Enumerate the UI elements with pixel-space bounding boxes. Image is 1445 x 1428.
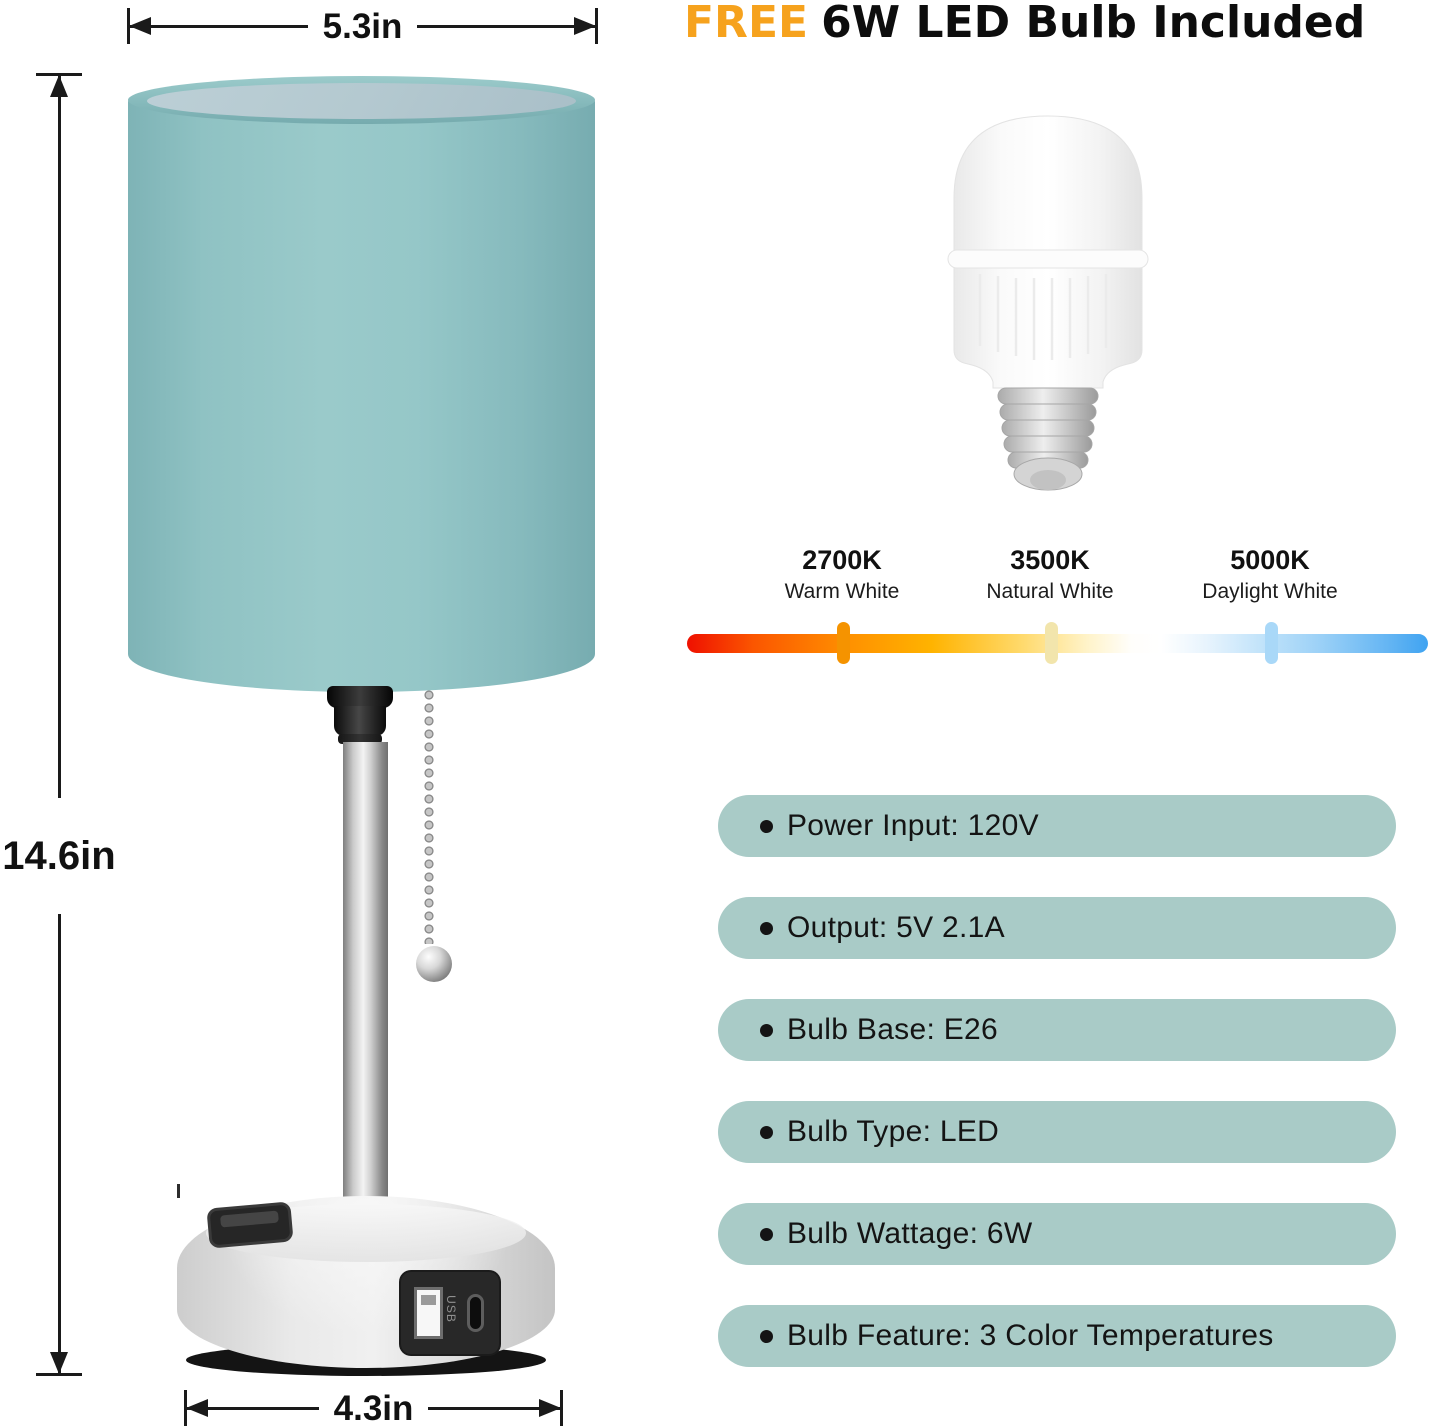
usb-a-pin bbox=[421, 1295, 436, 1305]
lamp-height-label: 14.6in bbox=[2, 833, 116, 878]
power-switch-rocker bbox=[220, 1210, 279, 1228]
lamp-pole bbox=[343, 742, 388, 1226]
temp-stop-daylight: 5000K Daylight White bbox=[1202, 545, 1338, 603]
bullet-icon bbox=[760, 921, 773, 935]
spec-label: Output: 5V 2.1A bbox=[787, 911, 1005, 944]
daylight-tick-marker bbox=[1265, 622, 1278, 664]
dimension-arrow-line bbox=[417, 24, 596, 28]
usb-a-port bbox=[414, 1287, 443, 1339]
temp-name: Natural White bbox=[986, 580, 1114, 603]
dimension-arrow-line bbox=[57, 914, 61, 1373]
spec-list: Power Input: 120V Output: 5V 2.1A Bulb B… bbox=[718, 795, 1396, 1367]
spec-pill-bulb-type: Bulb Type: LED bbox=[718, 1101, 1396, 1163]
dimension-tick bbox=[560, 1390, 564, 1426]
bullet-icon bbox=[760, 1023, 773, 1037]
temp-kelvin: 3500K bbox=[1010, 545, 1090, 575]
usb-panel: USB bbox=[401, 1272, 499, 1354]
temp-name: Warm White bbox=[784, 580, 900, 603]
bullet-icon bbox=[760, 1125, 773, 1139]
spec-pill-output: Output: 5V 2.1A bbox=[718, 897, 1396, 959]
spec-pill-bulb-base: Bulb Base: E26 bbox=[718, 999, 1396, 1061]
temp-kelvin: 2700K bbox=[802, 545, 882, 575]
spec-pill-bulb-wattage: Bulb Wattage: 6W bbox=[718, 1203, 1396, 1265]
natural-tick-marker bbox=[1045, 622, 1058, 664]
dimension-base-width: 4.3in bbox=[184, 1388, 564, 1428]
spec-label: Bulb Wattage: 6W bbox=[787, 1217, 1033, 1250]
lamp-shade-top-surface bbox=[147, 83, 576, 119]
lamp-socket-cap bbox=[334, 706, 386, 736]
spec-label: Bulb Type: LED bbox=[787, 1115, 1000, 1148]
dimension-arrow-line bbox=[130, 24, 308, 28]
headline: FREE 6W LED Bulb Included bbox=[684, 0, 1365, 48]
power-switch bbox=[206, 1201, 294, 1249]
base-width-label: 4.3in bbox=[333, 1388, 414, 1428]
headline-highlight: FREE bbox=[684, 0, 809, 48]
dimension-arrow-line bbox=[57, 76, 61, 798]
temp-stop-natural: 3500K Natural White bbox=[986, 545, 1114, 603]
bullet-icon bbox=[760, 1227, 773, 1241]
lamp-socket bbox=[327, 686, 393, 708]
usb-c-port bbox=[467, 1294, 484, 1332]
dimension-tick bbox=[595, 8, 599, 44]
bullet-icon bbox=[760, 1329, 773, 1343]
pull-chain-ball bbox=[416, 946, 452, 982]
bullet-icon bbox=[760, 819, 773, 833]
dimension-shade-width: 5.3in bbox=[127, 6, 599, 46]
spec-label: Bulb Feature: 3 Color Temperatures bbox=[787, 1319, 1274, 1352]
warm-tick-marker bbox=[837, 622, 850, 664]
temp-kelvin: 5000K bbox=[1230, 545, 1310, 575]
lamp-socket-neck bbox=[338, 734, 382, 744]
dimension-arrow-line bbox=[428, 1406, 561, 1410]
led-bulb-image bbox=[947, 115, 1149, 491]
shade-width-label: 5.3in bbox=[322, 6, 403, 46]
usb-port-label: USB bbox=[443, 1295, 458, 1323]
spec-label: Bulb Base: E26 bbox=[787, 1013, 999, 1046]
dimension-arrow-line bbox=[187, 1406, 319, 1410]
pull-chain bbox=[424, 690, 434, 944]
temp-stop-warm: 2700K Warm White bbox=[784, 545, 900, 603]
headline-text: 6W LED Bulb Included bbox=[821, 0, 1366, 48]
spec-pill-power-input: Power Input: 120V bbox=[718, 795, 1396, 857]
spec-label: Power Input: 120V bbox=[787, 809, 1039, 842]
spec-pill-bulb-feature: Bulb Feature: 3 Color Temperatures bbox=[718, 1305, 1396, 1367]
dimension-tick bbox=[36, 1373, 82, 1376]
temp-name: Daylight White bbox=[1202, 580, 1338, 603]
lamp-shade bbox=[128, 98, 595, 692]
dimension-lamp-height: 14.6in bbox=[2, 73, 116, 1376]
photo-artifact-line bbox=[177, 1184, 180, 1198]
